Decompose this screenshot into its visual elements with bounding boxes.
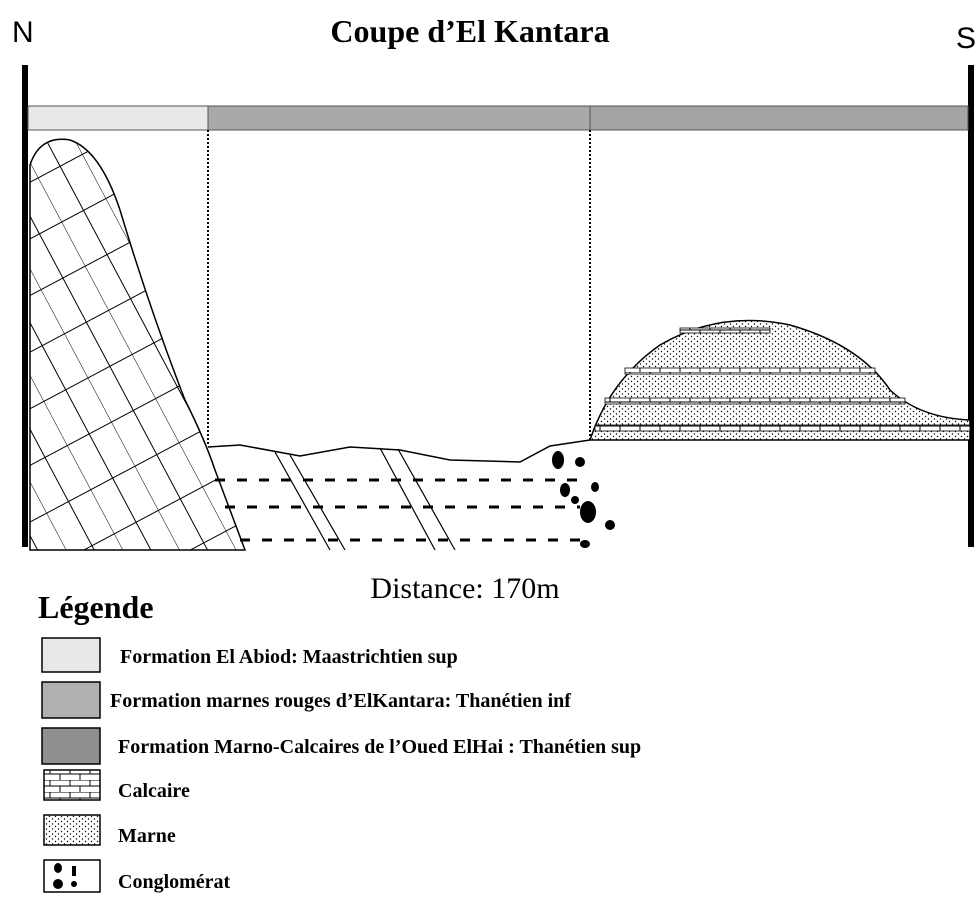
legend-swatches: [41, 637, 101, 893]
conglomerate: [552, 451, 615, 548]
legend-item: Marne: [118, 825, 176, 847]
north-bar: [22, 65, 28, 547]
tilted-beds: [274, 447, 456, 551]
legend-item: Conglomérat: [118, 871, 231, 893]
boundary-lines: [207, 130, 591, 445]
north-label: N: [12, 16, 34, 49]
south-label: S: [956, 22, 976, 55]
limestone-fold: [29, 138, 247, 551]
limestone-beds: [594, 327, 971, 432]
ground-line: [207, 439, 591, 463]
south-bar: [968, 65, 974, 547]
scale-label: Distance: 170m: [370, 572, 559, 605]
legend-item: Formation Marno-Calcaires de l’Oued ElHa…: [118, 736, 641, 758]
legend-title: Légende: [38, 589, 154, 625]
legend-item: Formation marnes rouges d’ElKantara: Tha…: [110, 690, 571, 712]
formation-band: [27, 105, 969, 131]
marl-lines: [215, 478, 590, 542]
marl-hill: [588, 319, 971, 441]
title: Coupe d’El Kantara: [330, 13, 609, 49]
legend-item: Formation El Abiod: Maastrichtien sup: [120, 646, 458, 668]
conglomerate-symbol: [53, 863, 77, 889]
legend-item: Calcaire: [118, 780, 190, 802]
